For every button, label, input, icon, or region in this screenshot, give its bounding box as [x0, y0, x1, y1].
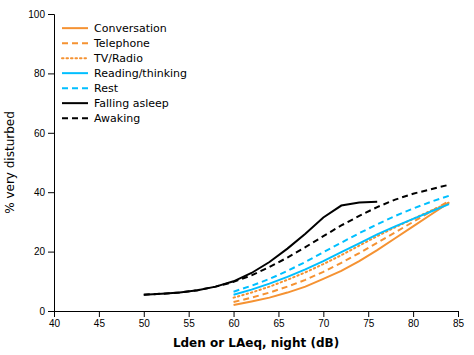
series-line — [144, 185, 449, 295]
y-tick-label: 80 — [34, 68, 46, 79]
legend-swatch — [62, 27, 88, 29]
x-axis-line — [55, 312, 459, 318]
x-tick: 40 — [49, 311, 61, 329]
y-tick: 60 — [34, 128, 54, 139]
y-tick-label: 20 — [34, 246, 46, 257]
x-tick-mark — [368, 311, 369, 317]
x-axis: 40 45 50 55 60 65 70 75 80 85 — [49, 311, 465, 329]
y-tick-label: 60 — [34, 128, 46, 139]
x-tick: 60 — [228, 311, 240, 329]
series-line — [144, 202, 377, 295]
y-axis: 0 20 40 60 80 100 — [28, 9, 54, 317]
x-tick-mark — [458, 311, 459, 317]
x-tick-label: 75 — [363, 318, 375, 329]
y-tick-mark — [48, 73, 54, 74]
x-tick-mark — [189, 311, 190, 317]
x-tick-mark — [413, 311, 414, 317]
y-tick-label: 40 — [34, 187, 46, 198]
legend-swatch — [62, 102, 88, 104]
legend-item: Rest — [62, 82, 119, 95]
series-line — [234, 203, 449, 298]
x-axis-title: Lden or LAeq, night (dB) — [173, 336, 339, 350]
legend-label: Awaking — [94, 112, 140, 125]
y-tick-mark — [48, 311, 54, 312]
legend-item: Falling asleep — [62, 97, 169, 110]
x-tick-label: 65 — [273, 318, 285, 329]
legend-swatch — [62, 72, 88, 74]
x-tick: 70 — [318, 311, 330, 329]
x-tick-label: 40 — [49, 318, 61, 329]
series-line — [234, 201, 449, 302]
chart: 40 45 50 55 60 65 70 75 80 85 0 20 40 60 80 100 Conversa… — [0, 0, 474, 355]
legend-item: Reading/thinking — [62, 67, 187, 80]
x-tick: 80 — [408, 311, 420, 329]
legend-swatch — [62, 57, 88, 59]
x-tick-mark — [99, 311, 100, 317]
x-tick-label: 70 — [318, 318, 330, 329]
legend-swatch — [62, 87, 88, 89]
legend-label: TV/Radio — [93, 52, 143, 65]
legend-label: Falling asleep — [94, 97, 169, 110]
y-axis-title: % very disturbed — [3, 111, 17, 214]
legend-item: Telephone — [62, 37, 150, 50]
x-tick-mark — [323, 311, 324, 317]
legend-item: TV/Radio — [62, 52, 143, 65]
series-line — [234, 203, 449, 305]
y-axis-line — [48, 15, 55, 312]
y-tick-label: 100 — [28, 9, 45, 20]
x-tick-mark — [278, 311, 279, 317]
x-tick-label: 55 — [184, 318, 196, 329]
x-tick-mark — [234, 311, 235, 317]
series-line — [234, 196, 449, 292]
x-tick: 55 — [184, 311, 196, 329]
legend-swatch — [62, 117, 88, 119]
x-tick-label: 50 — [139, 318, 151, 329]
y-tick-mark — [48, 133, 54, 134]
x-tick-mark — [144, 311, 145, 317]
y-tick-label: 0 — [39, 306, 45, 317]
legend-label: Reading/thinking — [94, 67, 187, 80]
y-tick: 20 — [34, 246, 54, 257]
x-tick: 85 — [453, 311, 465, 329]
x-tick: 50 — [139, 311, 151, 329]
y-tick: 100 — [28, 9, 54, 20]
y-tick: 40 — [34, 187, 54, 198]
y-tick: 80 — [34, 68, 54, 79]
x-tick-label: 60 — [228, 318, 240, 329]
legend-item: Awaking — [62, 112, 140, 125]
lines — [144, 185, 449, 305]
y-tick-mark — [48, 192, 54, 193]
legend-label: Telephone — [93, 37, 150, 50]
legend-swatch — [62, 42, 88, 44]
x-tick: 45 — [94, 311, 106, 329]
y-tick: 0 — [39, 306, 54, 317]
x-tick-label: 45 — [94, 318, 106, 329]
legend-label: Conversation — [94, 22, 167, 35]
x-tick: 75 — [363, 311, 375, 329]
legend: Conversation Telephone TV/Radio Reading/thi… — [62, 22, 187, 125]
x-tick-label: 85 — [453, 318, 465, 329]
y-tick-mark — [48, 14, 54, 15]
legend-item: Conversation — [62, 22, 167, 35]
x-tick-label: 80 — [408, 318, 420, 329]
plot: 40 45 50 55 60 65 70 75 80 85 0 20 40 60 80 100 Conversa… — [28, 9, 464, 329]
legend-label: Rest — [94, 82, 119, 95]
y-tick-mark — [48, 252, 54, 253]
x-tick: 65 — [273, 311, 285, 329]
